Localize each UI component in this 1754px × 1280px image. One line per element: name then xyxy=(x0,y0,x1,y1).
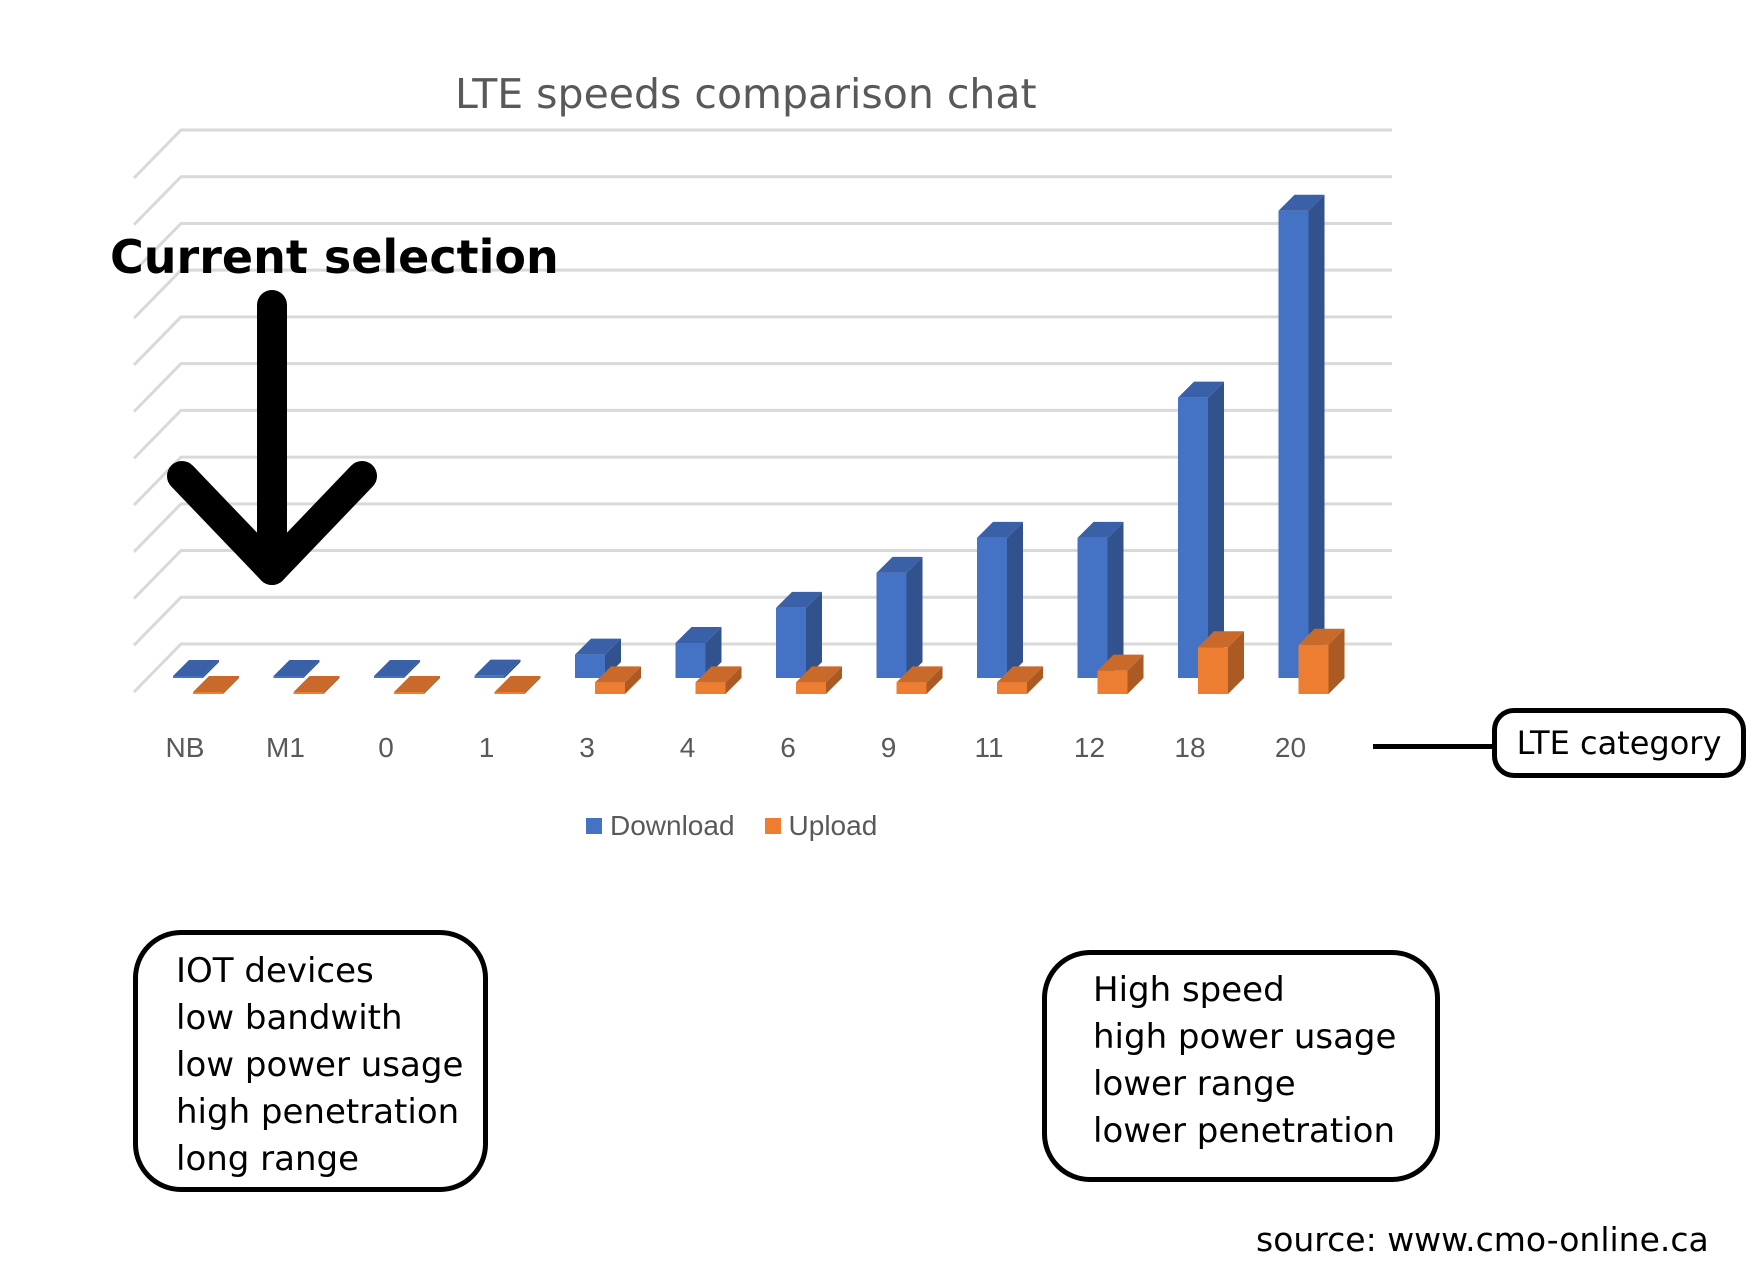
category-label: 3 xyxy=(579,732,595,763)
box-line: high penetration xyxy=(176,1092,460,1132)
bar xyxy=(273,660,320,678)
category-label: NB xyxy=(166,732,205,763)
bar xyxy=(394,676,440,694)
bar xyxy=(193,676,239,694)
down-arrow-icon xyxy=(167,290,377,585)
lte-connector-line xyxy=(1373,744,1493,749)
category-labels: NB M1 0 1 3 4 6 9 11 12 18 20 xyxy=(166,732,1307,763)
box-line: lower penetration xyxy=(1093,1111,1395,1151)
gridline xyxy=(132,315,1392,366)
bar xyxy=(374,660,420,678)
source-credit: source: www.cmo-online.ca xyxy=(1256,1220,1709,1259)
bar xyxy=(997,666,1043,694)
category-label: 20 xyxy=(1275,732,1306,763)
chart-title: LTE speeds comparison chat xyxy=(455,70,1037,118)
bar xyxy=(293,676,340,694)
bar xyxy=(474,659,521,678)
gridline xyxy=(132,221,1392,273)
iot-features-box: IOT devices low bandwith low power usage… xyxy=(133,930,488,1192)
box-line: low bandwith xyxy=(176,998,403,1038)
bar xyxy=(695,666,742,694)
download-swatch-icon xyxy=(586,818,602,834)
gridline xyxy=(132,502,1392,553)
bar xyxy=(595,666,641,694)
box-line: lower range xyxy=(1093,1064,1296,1104)
bar xyxy=(1298,628,1345,694)
bar xyxy=(1198,631,1244,694)
gridline xyxy=(132,455,1392,507)
box-line: high power usage xyxy=(1093,1017,1397,1057)
gridline xyxy=(132,128,1392,180)
gridline xyxy=(132,268,1392,320)
lte-category-callout: LTE category xyxy=(1492,708,1746,778)
lte-category-label: LTE category xyxy=(1516,724,1722,762)
legend-item-upload: Upload xyxy=(764,810,878,842)
category-label: 9 xyxy=(881,732,897,763)
legend-label-upload: Upload xyxy=(788,810,878,841)
gridline xyxy=(132,408,1392,460)
box-line: low power usage xyxy=(176,1045,464,1085)
category-label: 18 xyxy=(1174,732,1205,763)
bar xyxy=(1178,381,1224,678)
category-label: 1 xyxy=(479,732,495,763)
box-line: IOT devices xyxy=(176,951,374,991)
category-label: 11 xyxy=(974,732,1003,763)
bar xyxy=(876,556,923,678)
bar xyxy=(896,666,943,694)
bar xyxy=(1077,521,1124,678)
legend: Download Upload xyxy=(586,810,907,842)
high-speed-features-box: High speed high power usage lower range … xyxy=(1042,950,1440,1182)
gridline xyxy=(132,362,1392,413)
legend-label-download: Download xyxy=(610,810,735,841)
category-label: 4 xyxy=(680,732,696,763)
bar xyxy=(977,521,1023,678)
gridlines xyxy=(132,128,1392,694)
bar xyxy=(1097,654,1144,694)
category-label: 12 xyxy=(1074,732,1105,763)
bar xyxy=(173,660,219,678)
legend-item-download: Download xyxy=(586,810,735,842)
box-line: long range xyxy=(176,1139,360,1179)
bars xyxy=(173,194,1345,694)
current-selection-label: Current selection xyxy=(110,230,559,284)
upload-swatch-icon xyxy=(764,818,781,834)
bar xyxy=(575,638,621,678)
category-label: M1 xyxy=(266,732,305,763)
bar xyxy=(675,626,722,678)
box-line: High speed xyxy=(1093,970,1285,1010)
gridline xyxy=(132,175,1392,226)
category-label: 0 xyxy=(378,732,394,763)
bar xyxy=(1278,194,1325,678)
bar xyxy=(796,666,842,694)
bar xyxy=(494,676,541,694)
category-label: 6 xyxy=(780,732,796,763)
bar xyxy=(776,591,822,678)
